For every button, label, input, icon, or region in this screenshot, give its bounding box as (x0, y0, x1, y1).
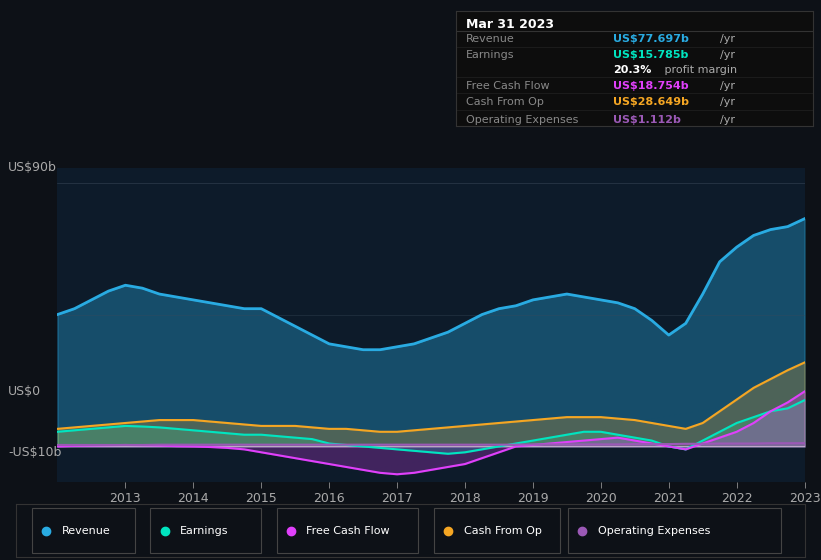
Text: Free Cash Flow: Free Cash Flow (466, 81, 550, 91)
Text: Earnings: Earnings (181, 526, 229, 535)
Text: US$77.697b: US$77.697b (612, 34, 689, 44)
Text: US$90b: US$90b (8, 161, 57, 174)
Text: US$1.112b: US$1.112b (612, 115, 681, 124)
Text: Operating Expenses: Operating Expenses (466, 115, 579, 124)
Text: Cash From Op: Cash From Op (464, 526, 542, 535)
Text: /yr: /yr (720, 81, 735, 91)
Text: /yr: /yr (720, 97, 735, 108)
Text: US$28.649b: US$28.649b (612, 97, 689, 108)
Text: /yr: /yr (720, 34, 735, 44)
Text: -US$10b: -US$10b (8, 446, 62, 459)
Text: /yr: /yr (720, 50, 735, 60)
Text: profit margin: profit margin (661, 65, 737, 75)
Text: Cash From Op: Cash From Op (466, 97, 544, 108)
Text: Free Cash Flow: Free Cash Flow (306, 526, 390, 535)
Text: Revenue: Revenue (62, 526, 111, 535)
Text: US$15.785b: US$15.785b (612, 50, 688, 60)
Text: /yr: /yr (720, 115, 735, 124)
Text: 20.3%: 20.3% (612, 65, 651, 75)
Text: Revenue: Revenue (466, 34, 515, 44)
Text: US$0: US$0 (8, 385, 41, 398)
Text: Earnings: Earnings (466, 50, 515, 60)
Text: US$18.754b: US$18.754b (612, 81, 689, 91)
Text: Operating Expenses: Operating Expenses (598, 526, 710, 535)
Text: Mar 31 2023: Mar 31 2023 (466, 18, 554, 31)
